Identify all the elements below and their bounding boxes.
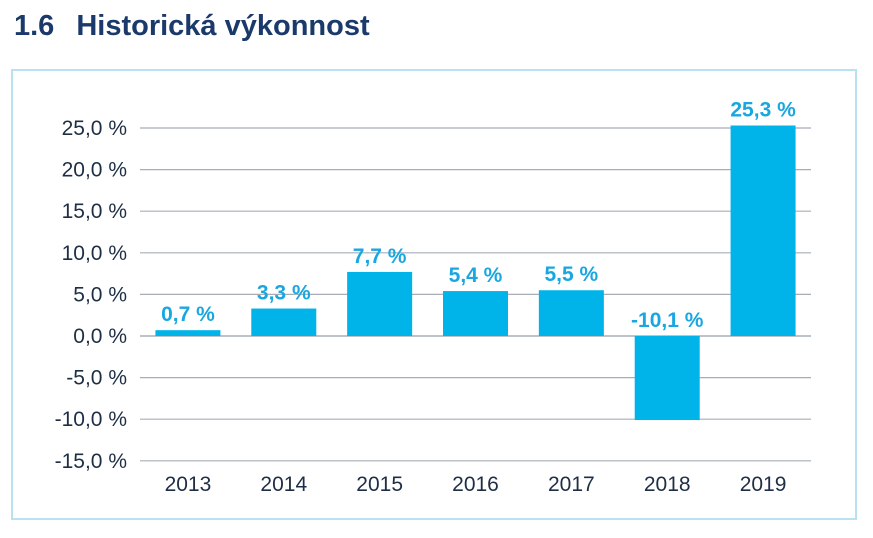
y-tick-label: 20,0 % xyxy=(62,159,127,182)
data-label-2015: 7,7 % xyxy=(353,245,407,268)
x-tick-label-2015: 2015 xyxy=(356,473,403,496)
data-label-2019: 25,3 % xyxy=(730,99,796,122)
x-tick-label-2016: 2016 xyxy=(452,473,499,496)
y-tick-label: -10,0 % xyxy=(55,408,127,431)
section-number: 1.6 xyxy=(14,10,55,42)
bar-2013 xyxy=(155,330,221,336)
y-tick-label: -15,0 % xyxy=(55,450,127,473)
x-tick-label-2019: 2019 xyxy=(740,473,787,496)
data-label-2018: -10,1 % xyxy=(631,309,704,332)
x-axis-ticks: 2013 2014 2015 2016 2017 2018 2019 xyxy=(165,473,787,496)
chart-frame xyxy=(11,69,857,520)
data-label-2016: 5,4 % xyxy=(449,264,503,287)
data-label-2017: 5,5 % xyxy=(545,263,599,286)
data-label-2013: 0,7 % xyxy=(161,303,215,326)
y-axis-ticks: 25,0 % 20,0 % 15,0 % 10,0 % 5,0 % 0,0 % -5,0 %… xyxy=(55,117,127,473)
bar-2017 xyxy=(538,290,604,336)
bar-2015 xyxy=(347,271,413,336)
data-labels: 0,7 % 3,3 % 7,7 % 5,4 % 5,5 % -10,1 % 25,3 % xyxy=(161,99,796,332)
bars xyxy=(155,125,796,421)
x-tick-label-2014: 2014 xyxy=(260,473,307,496)
data-label-2014: 3,3 % xyxy=(257,282,311,305)
bar-2018 xyxy=(634,336,700,421)
x-tick-label-2017: 2017 xyxy=(548,473,595,496)
section-heading: 1.6 Historická výkonnost xyxy=(14,6,370,46)
y-tick-label: -5,0 % xyxy=(66,367,127,390)
x-tick-label-2018: 2018 xyxy=(644,473,691,496)
section-title: Historická výkonnost xyxy=(76,10,370,42)
bar-2016 xyxy=(443,291,508,336)
y-tick-label: 0,0 % xyxy=(73,325,127,348)
bar-2014 xyxy=(251,308,317,336)
y-tick-label: 25,0 % xyxy=(62,117,127,140)
y-tick-label: 15,0 % xyxy=(62,200,127,223)
y-tick-label: 5,0 % xyxy=(73,283,127,306)
y-tick-label: 10,0 % xyxy=(62,242,127,265)
bar-2019 xyxy=(730,125,796,336)
x-tick-label-2013: 2013 xyxy=(165,473,212,496)
